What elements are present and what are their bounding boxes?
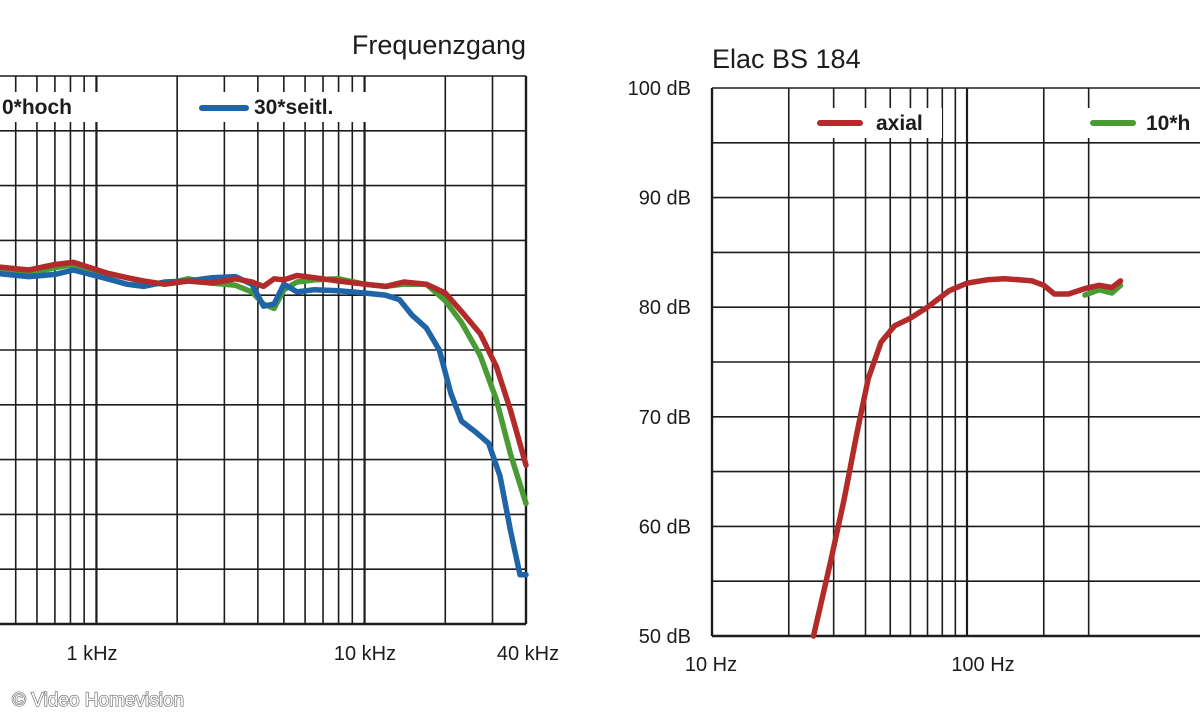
right-series-line-axial [810, 275, 1124, 639]
left-chart-grid [0, 75, 528, 626]
right-y-tick-label: 80 dB [639, 297, 691, 319]
right-x-tick-label: 100 Hz [951, 654, 1014, 676]
left-legend-label-seitl: 30*seitl. [254, 96, 333, 119]
left-legend-bg-1 [0, 92, 125, 122]
right-y-tick-label: 90 dB [639, 188, 691, 210]
right-legend-label-hoch: 10*h [1146, 112, 1190, 135]
left-chart-series [0, 259, 529, 578]
right-x-tick-label: 10 Hz [685, 654, 737, 676]
left-x-tick-label: 40 kHz [497, 643, 559, 665]
left-legend-label-hoch: 0*hoch [2, 96, 72, 119]
right-y-tick-label: 50 dB [639, 626, 691, 648]
right-y-tick-label: 100 dB [628, 78, 691, 100]
right-chart-series [810, 275, 1124, 639]
right-series-line-hoch [1082, 282, 1124, 298]
left-chart-title: Frequenzgang [352, 30, 526, 60]
right-chart-title: Elac BS 184 [712, 44, 861, 74]
right-chart [710, 87, 1200, 639]
watermark-text: © Video Homevision [12, 690, 184, 711]
right-y-tick-label: 70 dB [639, 407, 691, 429]
left-series-line-axial [0, 259, 529, 468]
right-legend-label-axial: axial [876, 112, 923, 135]
left-series-line-seitl [0, 267, 529, 578]
left-x-tick-label: 10 kHz [334, 643, 396, 665]
right-chart-grid [710, 87, 1200, 638]
right-y-tick-label: 60 dB [639, 516, 691, 538]
chart-labels: 0*hoch 30*seitl. Frequenzgang 1 kHz 10 kHz 40… [0, 30, 1200, 712]
left-x-tick-label: 1 kHz [66, 643, 117, 665]
left-chart [0, 75, 529, 626]
